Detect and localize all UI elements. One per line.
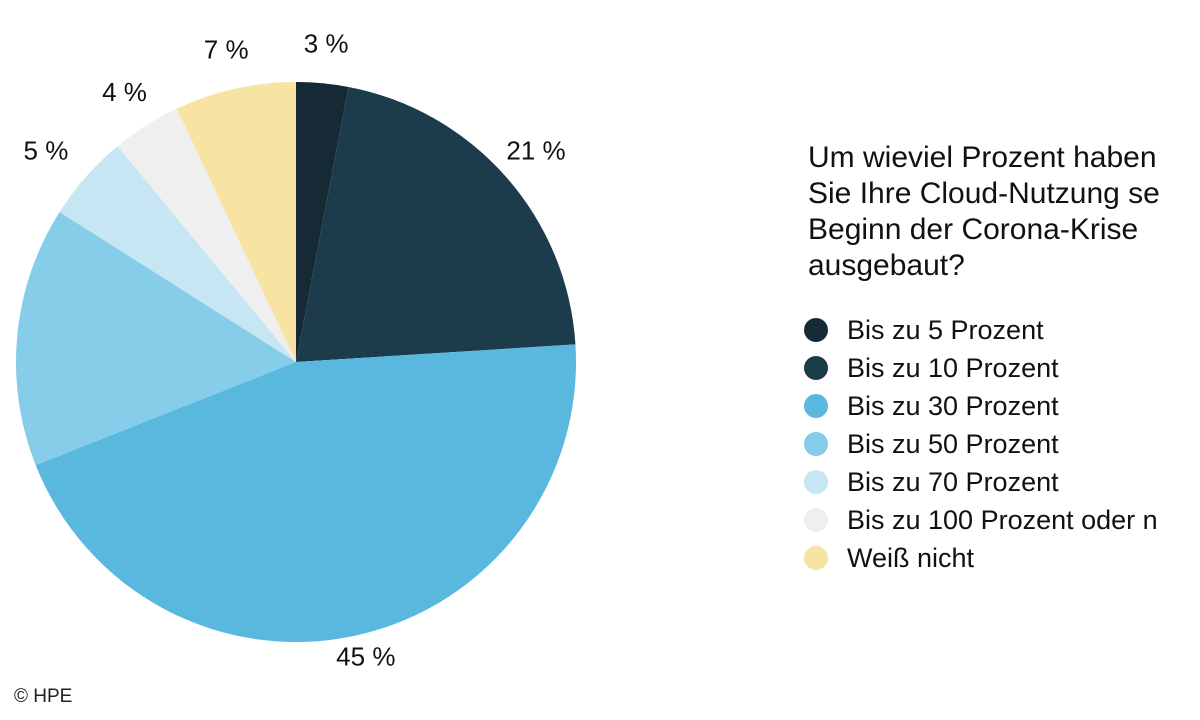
legend: Bis zu 5 Prozent Bis zu 10 Prozent Bis zu … — [804, 311, 1200, 577]
pie-slice — [296, 86, 576, 363]
legend-item: Bis zu 10 Prozent — [804, 349, 1200, 387]
slice-labels: 3 %21 %45 %%5 %4 %7 % — [24, 28, 566, 671]
legend-swatch — [804, 508, 828, 532]
pie-slice — [296, 82, 349, 362]
legend-item: Weiß nicht — [804, 539, 1200, 577]
legend-label: Bis zu 10 Prozent — [847, 352, 1059, 383]
pie-slice — [117, 108, 296, 362]
slice-value-label: 5 % — [24, 135, 69, 165]
slice-value-label: 45 % — [336, 641, 395, 671]
legend-swatch — [804, 546, 828, 570]
legend-label: Bis zu 30 Prozent — [847, 390, 1059, 421]
legend-label: Bis zu 100 Prozent oder n — [847, 504, 1158, 535]
legend-item: Bis zu 50 Prozent — [804, 425, 1200, 463]
legend-label: Weiß nicht — [847, 542, 975, 573]
pie-slices — [16, 82, 576, 642]
slice-value-label: 7 % — [204, 35, 249, 65]
chart-title: Um wieviel Prozent haben Sie Ihre Cloud-… — [808, 141, 1160, 282]
legend-swatch — [804, 318, 828, 342]
legend-item: Bis zu 30 Prozent — [804, 387, 1200, 425]
legend-label: Bis zu 70 Prozent — [847, 466, 1059, 497]
pie-slice — [59, 146, 296, 362]
pie-slice — [16, 211, 297, 466]
legend-swatch — [804, 432, 828, 456]
slice-value-label: 4 % — [102, 77, 147, 107]
legend-swatch — [804, 470, 828, 494]
slice-value-label: 21 % — [506, 135, 565, 165]
legend-label: Bis zu 5 Prozent — [847, 314, 1044, 345]
slice-value-label: 3 % — [304, 28, 349, 58]
legend-swatch — [804, 394, 828, 418]
legend-item: Bis zu 5 Prozent — [804, 311, 1200, 349]
legend-label: Bis zu 50 Prozent — [847, 428, 1059, 459]
legend-swatch — [804, 356, 828, 380]
legend-item: Bis zu 70 Prozent — [804, 463, 1200, 501]
pie-slice — [176, 82, 296, 362]
pie-slice — [35, 344, 576, 642]
credit-text: © HPE — [14, 686, 73, 707]
legend-item: Bis zu 100 Prozent oder n — [804, 501, 1200, 539]
